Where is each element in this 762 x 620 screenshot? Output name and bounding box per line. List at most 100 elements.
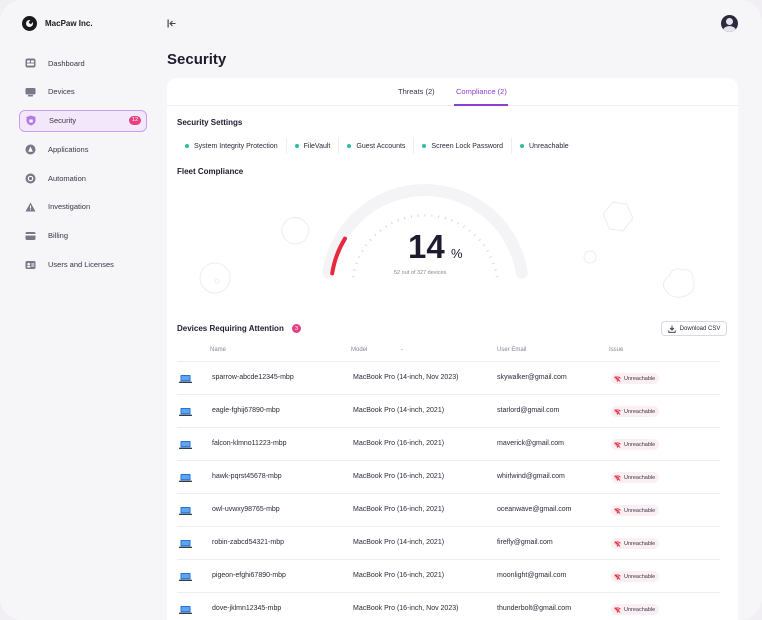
- tab-threats[interactable]: Threats (2): [398, 87, 435, 96]
- sidebar-item-users-and-licenses[interactable]: Users and Licenses: [19, 254, 147, 276]
- device-model: MacBook Pro (14-inch, Nov 2023): [353, 374, 459, 381]
- tab-compliance[interactable]: Compliance (2): [456, 87, 507, 96]
- gauge-tick: [450, 219, 453, 222]
- table-row[interactable]: owl-uvwxy98765-mbp MacBook Pro (16-inch, …: [177, 493, 720, 526]
- sidebar-item-security[interactable]: Security 12: [19, 109, 147, 132]
- device-name[interactable]: pigeon-efghi67890-mbp: [212, 572, 286, 579]
- sidebar-item-applications[interactable]: Applications: [19, 138, 147, 160]
- device-name[interactable]: sparrow-abcde12345-mbp: [212, 374, 294, 381]
- table-row[interactable]: hawk-pqrst45678-mbp MacBook Pro (16-inch,…: [177, 460, 720, 493]
- column-header-issue[interactable]: Issue: [609, 347, 624, 353]
- sidebar-item-dashboard[interactable]: Dashboard: [19, 52, 147, 74]
- table-row[interactable]: dove-jklmn12345-mbp MacBook Pro (16-inch,…: [177, 592, 720, 620]
- shield-icon: [25, 115, 37, 127]
- devices-icon: [24, 86, 36, 98]
- brand-name: MacPaw Inc.: [45, 19, 93, 28]
- download-csv-button[interactable]: Download CSV: [661, 321, 727, 336]
- security-panel: Threats (2) Compliance (2) Security Sett…: [167, 78, 738, 620]
- devices-attention-title: Devices Requiring Attention: [177, 324, 284, 333]
- device-name[interactable]: dove-jklmn12345-mbp: [212, 605, 282, 612]
- laptop-icon: [179, 573, 192, 581]
- gauge-tick: [462, 225, 466, 228]
- table-row[interactable]: robin-zabcd54321-mbp MacBook Pro (14-inch…: [177, 526, 720, 559]
- gauge-track: [322, 183, 528, 279]
- laptop-icon: [179, 474, 192, 482]
- setting-unreachable: Unreachable: [512, 138, 577, 154]
- user-email: firefly@gmail.com: [497, 539, 553, 546]
- device-name[interactable]: eagle-fghij67890-mbp: [212, 407, 280, 414]
- brand[interactable]: MacPaw Inc.: [22, 16, 93, 31]
- device-model: MacBook Pro (16-inch, 2021): [353, 473, 445, 480]
- decorative-cloud-icon: [663, 268, 695, 298]
- laptop-icon: [179, 606, 192, 614]
- security-settings-title: Security Settings: [177, 118, 243, 127]
- sidebar: Dashboard Devices Security 12 Applicatio…: [19, 52, 147, 282]
- device-name[interactable]: robin-zabcd54321-mbp: [212, 539, 284, 546]
- user-email: oceanwave@gmail.com: [497, 506, 572, 513]
- warning-icon: [24, 201, 36, 213]
- sidebar-item-devices[interactable]: Devices: [19, 81, 147, 103]
- sort-icon[interactable]: -: [401, 347, 403, 353]
- device-model: MacBook Pro (16-inch, Nov 2023): [353, 605, 459, 612]
- column-header-name[interactable]: Name: [210, 347, 227, 353]
- laptop-icon: [179, 540, 192, 548]
- sidebar-item-billing[interactable]: Billing: [19, 225, 147, 247]
- device-name[interactable]: owl-uvwxy98765-mbp: [212, 506, 280, 513]
- sidebar-item-label: Billing: [48, 231, 69, 241]
- status-ok-icon: [520, 144, 524, 148]
- unreachable-icon: [614, 441, 621, 448]
- sidebar-item-investigation[interactable]: Investigation: [19, 196, 147, 218]
- issue-badge: Unreachable: [611, 439, 660, 450]
- sidebar-item-label: Dashboard: [48, 58, 85, 68]
- gauge-ticks: [351, 214, 499, 278]
- user-email: moonlight@gmail.com: [497, 572, 567, 579]
- dashboard-icon: [24, 57, 36, 69]
- column-header-user-email[interactable]: User Email: [497, 347, 527, 353]
- macpaw-logo-icon: [22, 16, 37, 31]
- status-ok-icon: [422, 144, 427, 148]
- gauge-tick: [357, 256, 361, 259]
- device-name[interactable]: falcon-klmno11223-mbp: [212, 440, 287, 447]
- issue-badge: Unreachable: [611, 472, 660, 483]
- device-model: MacBook Pro (14-inch, 2021): [353, 539, 445, 546]
- fleet-compliance-gauge: [322, 183, 528, 279]
- status-ok-icon: [347, 144, 352, 148]
- gauge-tick: [492, 262, 495, 265]
- laptop-icon: [179, 507, 192, 515]
- gauge-tick: [468, 229, 471, 232]
- device-name[interactable]: hawk-pqrst45678-mbp: [212, 473, 282, 480]
- gauge-tick: [361, 249, 364, 253]
- sidebar-item-automation[interactable]: Automation: [19, 167, 147, 189]
- user-email: whirlwind@gmail.com: [497, 473, 565, 480]
- gauge-tick: [373, 233, 377, 237]
- table-row[interactable]: eagle-fghij67890-mbp MacBook Pro (14-inch…: [177, 394, 720, 427]
- gauge-tick: [482, 244, 486, 247]
- compliance-device-count: 52 out of 327 devices: [394, 270, 447, 276]
- column-header-model[interactable]: Model: [351, 347, 368, 353]
- device-model: MacBook Pro (16-inch, 2021): [353, 572, 445, 579]
- security-count-badge: 12: [129, 115, 141, 125]
- collapse-sidebar-icon[interactable]: [167, 19, 176, 31]
- gauge-tick: [457, 221, 460, 225]
- gauge-tick: [384, 225, 388, 228]
- gauge-fill: [330, 236, 347, 276]
- gauge-tick: [444, 216, 447, 220]
- gauge-tick: [403, 216, 406, 220]
- device-model: MacBook Pro (16-inch, 2021): [353, 506, 445, 513]
- status-ok-icon: [294, 144, 299, 148]
- sidebar-item-label: Security: [49, 116, 77, 126]
- table-row[interactable]: pigeon-efghi67890-mbp MacBook Pro (16-inc…: [177, 559, 720, 592]
- device-model: MacBook Pro (16-inch, 2021): [353, 440, 445, 447]
- user-avatar[interactable]: [721, 15, 738, 32]
- active-tab-indicator: [454, 104, 508, 106]
- compliance-unit: %: [451, 246, 463, 261]
- table-row[interactable]: falcon-klmno11223-mbp MacBook Pro (16-inc…: [177, 427, 720, 460]
- device-model: MacBook Pro (14-inch, 2021): [353, 407, 445, 414]
- decorative-circle-icon: [199, 262, 231, 294]
- decorative-small-circle-icon: [583, 250, 597, 264]
- table-row[interactable]: sparrow-abcde12345-mbp MacBook Pro (14-in…: [177, 361, 720, 394]
- setting-system-integrity-protection: System Integrity Protection: [177, 138, 287, 154]
- issue-badge: Unreachable: [611, 406, 660, 417]
- compliance-percentage: 14: [408, 228, 445, 265]
- unreachable-icon: [614, 573, 621, 580]
